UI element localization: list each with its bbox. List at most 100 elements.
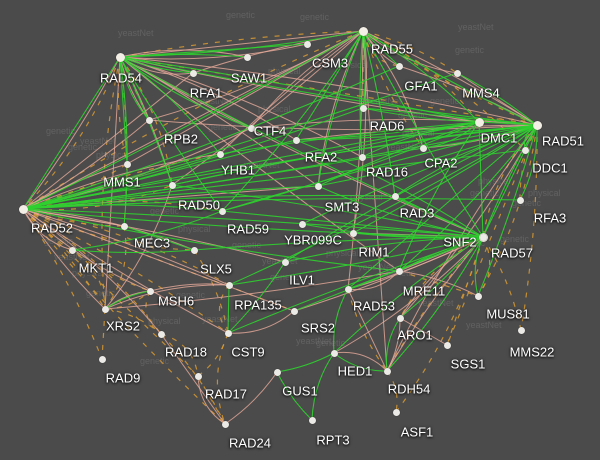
genetic-edge[interactable] bbox=[22, 208, 103, 360]
yeastnet-edge[interactable] bbox=[221, 30, 364, 212]
graph-node-gfa1[interactable] bbox=[395, 62, 403, 70]
yeastnet-edge[interactable] bbox=[333, 288, 349, 354]
yeastnet-edge[interactable] bbox=[119, 56, 128, 227]
graph-node-ilv1[interactable] bbox=[281, 258, 289, 266]
physical-edge[interactable] bbox=[250, 30, 364, 129]
yeastnet-edge[interactable] bbox=[22, 107, 364, 210]
physical-edge[interactable] bbox=[333, 236, 484, 354]
physical-edge[interactable] bbox=[250, 118, 538, 129]
yeastnet-edge[interactable] bbox=[276, 371, 313, 421]
physical-edge[interactable] bbox=[22, 208, 162, 335]
yeastnet-edge[interactable] bbox=[22, 124, 538, 210]
graph-node-yhb1[interactable] bbox=[216, 150, 224, 158]
yeastnet-edge[interactable] bbox=[362, 30, 400, 67]
graph-node-mkt1[interactable] bbox=[68, 246, 76, 254]
genetic-edge[interactable] bbox=[145, 290, 162, 335]
genetic-edge[interactable] bbox=[119, 56, 173, 186]
graph-node-mec3[interactable] bbox=[120, 222, 128, 230]
yeastnet-edge[interactable] bbox=[22, 147, 424, 210]
graph-node-rfa1[interactable] bbox=[189, 69, 197, 77]
physical-edge[interactable] bbox=[148, 119, 538, 131]
physical-edge[interactable] bbox=[347, 288, 388, 372]
yeastnet-edge[interactable] bbox=[347, 124, 538, 290]
yeastnet-edge[interactable] bbox=[71, 249, 195, 254]
graph-node-xrs2[interactable] bbox=[101, 305, 109, 313]
physical-edge[interactable] bbox=[317, 30, 364, 187]
physical-edge[interactable] bbox=[119, 56, 538, 126]
physical-edge[interactable] bbox=[399, 317, 448, 346]
graph-node-cst9[interactable] bbox=[224, 329, 232, 337]
yeastnet-edge[interactable] bbox=[119, 56, 194, 74]
genetic-edge[interactable] bbox=[22, 208, 151, 292]
graph-node-ctf4[interactable] bbox=[247, 124, 255, 132]
genetic-edge[interactable] bbox=[477, 124, 538, 297]
yeastnet-edge[interactable] bbox=[227, 284, 230, 334]
graph-node-rad51[interactable] bbox=[532, 120, 542, 130]
yeastnet-edge[interactable] bbox=[317, 30, 364, 187]
physical-edge[interactable] bbox=[149, 283, 230, 292]
yeastnet-edge[interactable] bbox=[119, 56, 252, 129]
yeastnet-edge[interactable] bbox=[361, 121, 480, 158]
yeastnet-edge[interactable] bbox=[219, 121, 480, 155]
yeastnet-edge[interactable] bbox=[228, 124, 538, 286]
yeastnet-edge[interactable] bbox=[119, 56, 128, 165]
physical-edge[interactable] bbox=[119, 43, 308, 60]
genetic-edge[interactable] bbox=[446, 124, 538, 346]
yeastnet-edge[interactable] bbox=[359, 30, 364, 158]
graph-node-rdh54[interactable] bbox=[383, 367, 391, 375]
genetic-edge[interactable] bbox=[22, 208, 195, 251]
graph-node-rad6[interactable] bbox=[359, 104, 367, 112]
yeastnet-edge[interactable] bbox=[119, 43, 308, 58]
yeastnet-edge[interactable] bbox=[22, 72, 458, 210]
physical-edge[interactable] bbox=[456, 72, 538, 126]
yeastnet-edge[interactable] bbox=[474, 236, 484, 297]
genetic-edge[interactable] bbox=[386, 370, 398, 413]
genetic-edge[interactable] bbox=[22, 153, 221, 210]
graph-node-rad57[interactable] bbox=[479, 233, 487, 241]
yeastnet-edge[interactable] bbox=[301, 124, 538, 225]
genetic-edge[interactable] bbox=[362, 30, 458, 74]
genetic-edge[interactable] bbox=[362, 30, 526, 151]
genetic-edge[interactable] bbox=[22, 208, 199, 377]
yeastnet-edge[interactable] bbox=[398, 124, 538, 272]
physical-edge[interactable] bbox=[362, 30, 458, 74]
yeastnet-edge[interactable] bbox=[22, 65, 400, 210]
graph-node-mus81[interactable] bbox=[474, 292, 482, 300]
genetic-edge[interactable] bbox=[160, 333, 226, 425]
graph-node-gus1[interactable] bbox=[273, 368, 281, 376]
genetic-edge[interactable] bbox=[71, 249, 106, 310]
genetic-edge[interactable] bbox=[362, 30, 424, 149]
yeastnet-edge[interactable] bbox=[482, 124, 538, 238]
graph-node-rad24[interactable] bbox=[221, 420, 229, 428]
graph-node-ddc1[interactable] bbox=[521, 146, 529, 154]
graph-node-rfa3[interactable] bbox=[516, 196, 524, 204]
graph-node-aro1[interactable] bbox=[396, 314, 404, 322]
genetic-edge[interactable] bbox=[482, 236, 522, 331]
physical-edge[interactable] bbox=[104, 184, 173, 310]
graph-node-mre11[interactable] bbox=[395, 267, 403, 275]
graph-node-smt3[interactable] bbox=[314, 182, 322, 190]
genetic-edge[interactable] bbox=[216, 332, 229, 425]
yeastnet-edge[interactable] bbox=[333, 352, 388, 372]
physical-edge[interactable] bbox=[197, 375, 226, 425]
graph-node-rfa2[interactable] bbox=[292, 136, 300, 144]
graph-node-cpa2[interactable] bbox=[419, 144, 427, 152]
genetic-edge[interactable] bbox=[119, 30, 364, 58]
physical-edge[interactable] bbox=[22, 72, 194, 210]
genetic-edge[interactable] bbox=[399, 236, 484, 319]
yeastnet-edge[interactable] bbox=[362, 30, 367, 109]
graph-node-rad16[interactable] bbox=[358, 153, 366, 161]
genetic-edge[interactable] bbox=[395, 236, 484, 413]
physical-edge[interactable] bbox=[22, 56, 121, 210]
physical-edge[interactable] bbox=[386, 236, 484, 372]
yeastnet-edge[interactable] bbox=[221, 210, 484, 238]
yeastnet-edge[interactable] bbox=[333, 236, 484, 354]
physical-edge[interactable] bbox=[119, 30, 364, 58]
yeastnet-edge[interactable] bbox=[385, 317, 401, 372]
graph-node-rpa135[interactable] bbox=[225, 281, 233, 289]
physical-edge[interactable] bbox=[22, 208, 230, 286]
genetic-edge[interactable] bbox=[218, 284, 230, 334]
yeastnet-edge[interactable] bbox=[227, 261, 286, 334]
graph-node-sgs1[interactable] bbox=[443, 341, 451, 349]
genetic-edge[interactable] bbox=[117, 56, 128, 165]
